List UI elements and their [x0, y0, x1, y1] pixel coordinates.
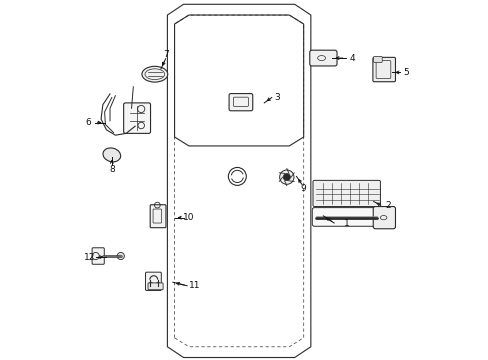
Circle shape — [117, 252, 124, 260]
Ellipse shape — [142, 66, 167, 82]
FancyBboxPatch shape — [373, 57, 382, 62]
Text: 6: 6 — [85, 118, 91, 127]
Circle shape — [279, 170, 293, 184]
FancyBboxPatch shape — [145, 272, 161, 291]
Text: 5: 5 — [402, 68, 408, 77]
Ellipse shape — [103, 148, 121, 162]
Circle shape — [283, 174, 290, 181]
FancyBboxPatch shape — [372, 57, 395, 82]
Circle shape — [156, 282, 160, 286]
Text: 11: 11 — [188, 281, 200, 290]
Text: 4: 4 — [348, 54, 354, 63]
FancyBboxPatch shape — [148, 283, 163, 290]
FancyBboxPatch shape — [123, 103, 150, 134]
FancyBboxPatch shape — [228, 94, 252, 111]
Text: 10: 10 — [183, 213, 194, 222]
Text: 2: 2 — [385, 201, 390, 210]
FancyBboxPatch shape — [312, 180, 380, 207]
Text: 3: 3 — [273, 93, 279, 102]
FancyBboxPatch shape — [312, 208, 380, 226]
FancyBboxPatch shape — [92, 248, 104, 264]
Text: 12: 12 — [84, 253, 95, 262]
Text: 1: 1 — [343, 219, 349, 228]
Text: 9: 9 — [300, 184, 306, 193]
Text: 7: 7 — [163, 50, 168, 59]
FancyBboxPatch shape — [309, 50, 336, 66]
FancyBboxPatch shape — [372, 207, 395, 229]
Circle shape — [149, 282, 152, 286]
Text: 8: 8 — [109, 165, 115, 174]
FancyBboxPatch shape — [150, 205, 165, 228]
